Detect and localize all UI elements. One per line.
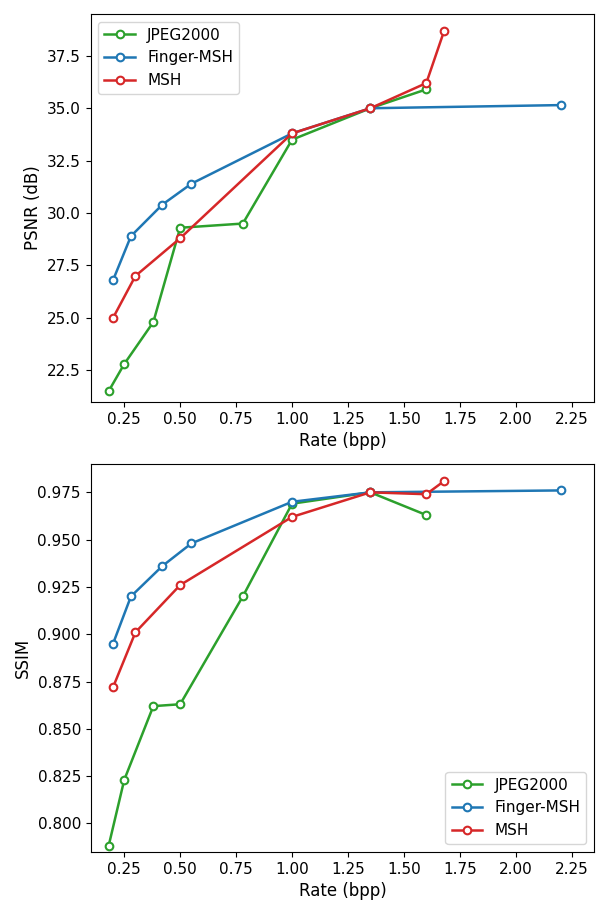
JPEG2000 xyxy=(176,222,184,233)
JPEG2000 xyxy=(367,102,374,113)
Finger-MSH xyxy=(557,485,564,496)
Finger-MSH xyxy=(367,487,374,498)
JPEG2000 xyxy=(288,498,295,509)
MSH xyxy=(288,128,295,139)
MSH xyxy=(367,487,374,498)
JPEG2000 xyxy=(120,358,128,369)
JPEG2000 xyxy=(120,774,128,785)
JPEG2000 xyxy=(423,84,430,95)
MSH xyxy=(441,475,448,486)
MSH xyxy=(423,78,430,89)
MSH xyxy=(132,271,139,282)
Finger-MSH xyxy=(109,275,117,286)
X-axis label: Rate (bpp): Rate (bpp) xyxy=(299,432,386,450)
JPEG2000 xyxy=(367,487,374,498)
JPEG2000 xyxy=(105,386,112,397)
JPEG2000 xyxy=(150,701,157,712)
X-axis label: Rate (bpp): Rate (bpp) xyxy=(299,882,386,900)
JPEG2000 xyxy=(105,841,112,852)
Line: Finger-MSH: Finger-MSH xyxy=(109,101,564,284)
Finger-MSH xyxy=(557,100,564,111)
MSH xyxy=(109,313,117,324)
Line: JPEG2000: JPEG2000 xyxy=(105,488,430,850)
JPEG2000 xyxy=(288,134,295,145)
MSH xyxy=(176,233,184,244)
MSH xyxy=(109,682,117,693)
JPEG2000 xyxy=(423,509,430,520)
MSH xyxy=(132,627,139,638)
Finger-MSH xyxy=(288,128,295,139)
Legend: JPEG2000, Finger-MSH, MSH: JPEG2000, Finger-MSH, MSH xyxy=(98,22,240,94)
Finger-MSH xyxy=(127,591,134,602)
JPEG2000 xyxy=(239,591,246,602)
Y-axis label: PSNR (dB): PSNR (dB) xyxy=(24,165,41,250)
MSH xyxy=(288,512,295,523)
Line: MSH: MSH xyxy=(109,477,448,691)
JPEG2000 xyxy=(239,218,246,229)
Line: Finger-MSH: Finger-MSH xyxy=(109,486,564,647)
MSH xyxy=(367,102,374,113)
MSH xyxy=(441,26,448,37)
Y-axis label: SSIM: SSIM xyxy=(14,638,32,678)
Finger-MSH xyxy=(188,538,195,549)
Legend: JPEG2000, Finger-MSH, MSH: JPEG2000, Finger-MSH, MSH xyxy=(446,771,587,845)
Line: JPEG2000: JPEG2000 xyxy=(105,86,430,395)
MSH xyxy=(423,489,430,500)
Finger-MSH xyxy=(288,496,295,507)
JPEG2000 xyxy=(176,699,184,710)
Finger-MSH xyxy=(127,230,134,241)
Finger-MSH xyxy=(188,178,195,189)
Finger-MSH xyxy=(109,638,117,649)
Finger-MSH xyxy=(367,102,374,113)
Finger-MSH xyxy=(159,199,166,210)
Line: MSH: MSH xyxy=(109,27,448,322)
JPEG2000 xyxy=(150,316,157,327)
MSH xyxy=(176,579,184,590)
Finger-MSH xyxy=(159,560,166,571)
